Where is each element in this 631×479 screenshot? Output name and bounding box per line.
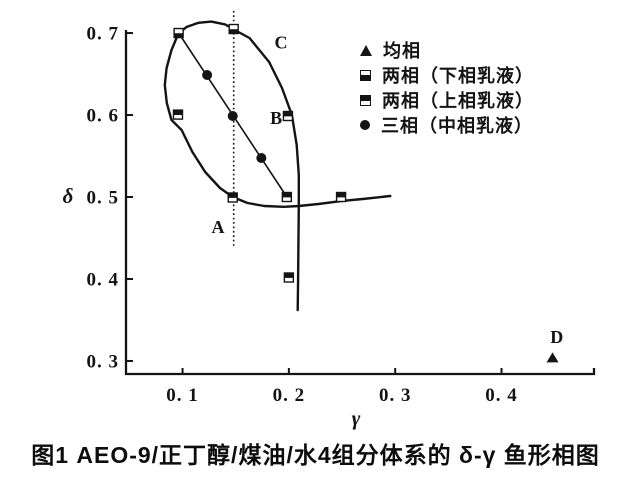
legend-item: 两相（上相乳液） bbox=[360, 88, 534, 112]
square-bottom-marker bbox=[173, 27, 184, 39]
triangle-icon bbox=[360, 44, 372, 56]
point-label-A: A bbox=[211, 217, 224, 237]
y-tick-label: 0. 7 bbox=[87, 24, 120, 45]
legend-label: 三相（中相乳液） bbox=[381, 116, 533, 136]
x-tick-label: 0. 3 bbox=[379, 385, 412, 406]
fish-lower-boundary-curve bbox=[163, 31, 392, 209]
y-tick-label: 0. 6 bbox=[87, 106, 120, 127]
square-bottom-marker bbox=[228, 23, 239, 35]
figure-caption: 图1 AEO-9/正丁醇/煤油/水4组分体系的 δ-γ 鱼形相图 bbox=[31, 442, 600, 468]
circle-marker bbox=[227, 111, 238, 121]
circle-marker bbox=[256, 152, 267, 163]
square-top-marker bbox=[335, 191, 347, 203]
square-top-icon bbox=[360, 94, 371, 106]
square-top-marker bbox=[172, 109, 184, 120]
legend: 均相两相（下相乳液） 两相（上相乳液） 三相（中相乳液） bbox=[360, 38, 534, 138]
legend-item: 均相 bbox=[360, 38, 534, 62]
y-tick-label: 0. 3 bbox=[87, 351, 120, 372]
y-tick-label: 0. 4 bbox=[87, 269, 120, 290]
point-label-B: B bbox=[270, 108, 282, 128]
square-top-marker bbox=[281, 191, 293, 203]
square-top-marker bbox=[282, 110, 294, 122]
point-label-D: D bbox=[550, 327, 563, 347]
square-bottom-icon bbox=[360, 69, 371, 81]
axes bbox=[124, 30, 596, 376]
y-axis-label: δ bbox=[63, 184, 74, 208]
square-top-marker bbox=[227, 192, 238, 203]
legend-label: 均相 bbox=[383, 41, 421, 61]
y-tick-label: 0. 5 bbox=[87, 187, 120, 208]
x-tick-label: 0. 1 bbox=[166, 385, 199, 406]
legend-label: 两相（上相乳液） bbox=[382, 91, 534, 111]
circle-marker bbox=[202, 70, 213, 81]
legend-label: 两相（下相乳液） bbox=[382, 66, 534, 86]
legend-item: 两相（下相乳液） bbox=[360, 63, 534, 87]
triangle-marker bbox=[546, 352, 559, 363]
circle-icon bbox=[360, 120, 370, 130]
x-tick-label: 0. 2 bbox=[273, 385, 306, 406]
legend-item: 三相（中相乳液） bbox=[360, 113, 534, 137]
x-tick-label: 0. 4 bbox=[485, 385, 518, 406]
point-label-C: C bbox=[275, 33, 288, 53]
fish-phase-diagram-chart: 0. 3 0. 4 0. 5 0. 6 0. 7 0. 1 0. 2 0. 3 0. 4 A B C D… bbox=[63, 10, 596, 430]
square-top-marker bbox=[283, 272, 295, 283]
x-axis-label: γ bbox=[352, 406, 361, 430]
fish-upper-boundary-curve bbox=[177, 20, 300, 312]
